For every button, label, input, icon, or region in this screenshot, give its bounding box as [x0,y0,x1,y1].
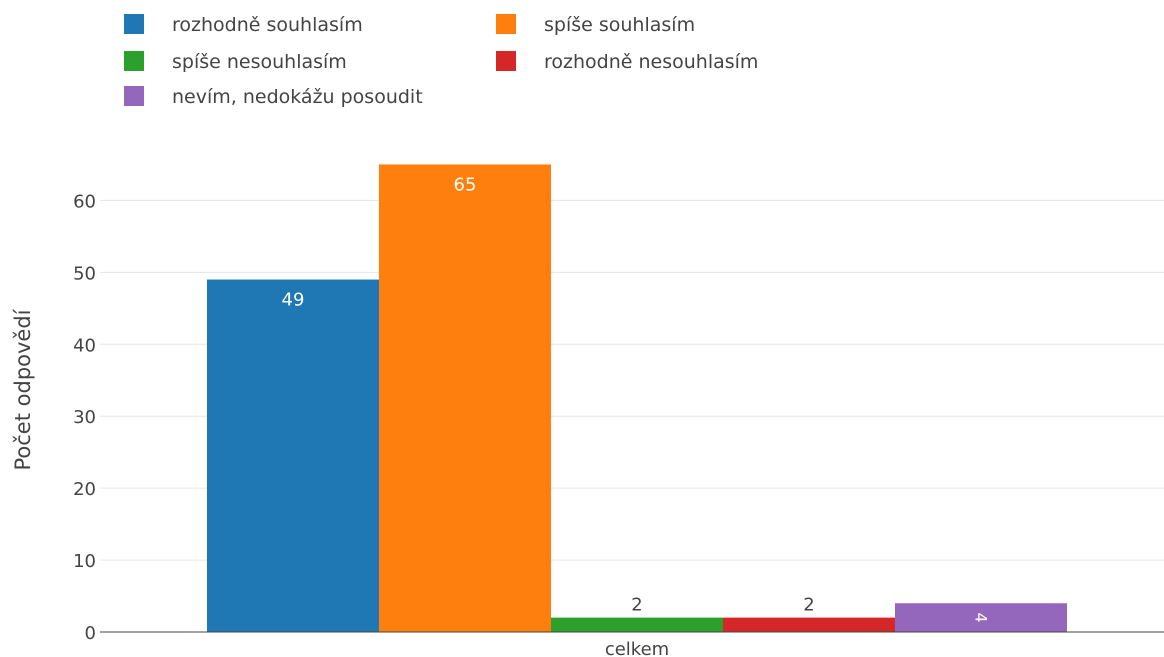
y-tick-label: 40 [73,335,96,356]
legend-swatch [124,14,144,34]
y-axis-ticks: 0 10 20 30 40 50 60 [73,191,96,644]
y-tick-label: 60 [73,191,96,212]
y-tick-label: 0 [85,623,96,644]
bar-value-label: 4 [972,613,991,623]
bars [207,164,1067,632]
legend-item[interactable]: rozhodně nesouhlasím [496,51,758,73]
bar-5 [895,603,1067,632]
y-tick-label: 20 [73,479,96,500]
legend-item[interactable]: spíše nesouhlasím [124,51,347,73]
legend-swatch [496,14,516,34]
y-tick-label: 50 [73,263,96,284]
y-tick-label: 10 [73,551,96,572]
legend-swatch [124,86,144,106]
legend: rozhodně souhlasím spíše souhlasím spíše n… [124,14,758,108]
bar-labels: 49 65 2 2 4 [282,174,991,622]
bar-3 [551,617,723,632]
x-axis-categories: celkem [605,639,669,657]
legend-label: rozhodně souhlasím [172,14,363,36]
bar-value-label: 2 [803,595,814,616]
bar-2 [379,164,551,632]
legend-item[interactable]: nevím, nedokážu posoudit [124,86,423,108]
y-tick-label: 30 [73,407,96,428]
legend-item[interactable]: spíše souhlasím [496,14,695,36]
legend-swatch [496,51,516,71]
bar-4 [723,617,895,632]
bar-1 [207,279,379,632]
bar-value-label: 2 [631,595,642,616]
legend-label: rozhodně nesouhlasím [544,51,758,73]
legend-label: nevím, nedokážu posoudit [172,86,423,108]
y-axis-title: Počet odpovědí [11,308,35,470]
x-category-label: celkem [605,639,669,657]
legend-label: spíše souhlasím [544,14,695,36]
bar-value-label: 49 [282,290,305,311]
legend-label: spíše nesouhlasím [172,51,347,73]
legend-item[interactable]: rozhodně souhlasím [124,14,363,36]
bar-value-label: 65 [454,174,477,195]
legend-swatch [124,51,144,71]
